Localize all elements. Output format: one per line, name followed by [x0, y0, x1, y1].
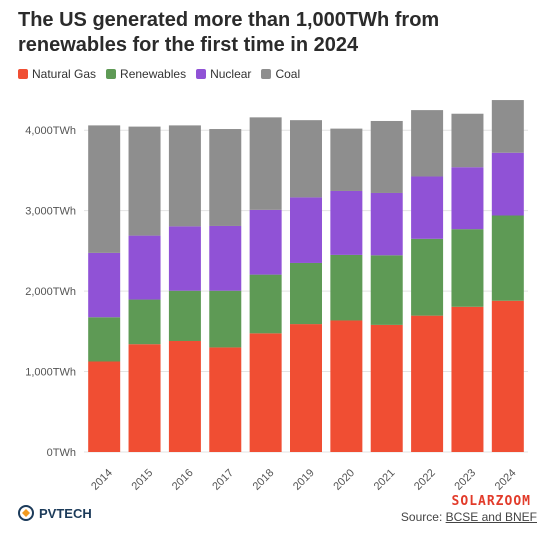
bar-segment-coal: [209, 129, 242, 226]
legend-label: Renewables: [120, 67, 187, 81]
x-tick-label: 2017: [210, 467, 236, 493]
y-tick-label: 0TWh: [47, 447, 76, 459]
watermark: SOLARZOOM: [451, 494, 531, 509]
source-link[interactable]: BCSE and BNEF: [445, 510, 537, 524]
bar-segment-nuclear: [128, 235, 161, 300]
bar-segment-nuclear: [168, 226, 201, 291]
x-tick-label: 2022: [412, 467, 438, 493]
bar-segment-natural-gas: [290, 324, 322, 452]
logo-text: PVTECH: [39, 505, 92, 521]
legend-item-coal: Coal: [261, 67, 300, 81]
bar-segment-natural-gas: [411, 315, 444, 452]
bar-segment-natural-gas: [88, 361, 121, 452]
legend-swatch: [106, 69, 117, 79]
pvtech-logo-icon: [18, 505, 34, 521]
bar-segment-nuclear: [209, 225, 242, 291]
legend-label: Nuclear: [210, 67, 252, 81]
y-tick-label: 3,000TWh: [25, 206, 76, 218]
bar-segment-renewables: [249, 274, 282, 334]
legend-swatch: [18, 69, 28, 79]
bar-segment-renewables: [451, 229, 484, 307]
bar-segment-natural-gas: [168, 340, 201, 452]
bar-segment-coal: [451, 113, 484, 168]
bar-segment-natural-gas: [330, 320, 363, 452]
legend-item-renewables: Renewables: [106, 67, 186, 81]
source-prefix: Source:: [400, 510, 446, 524]
bar-segment-nuclear: [491, 152, 524, 216]
bar-segment-renewables: [491, 215, 524, 301]
legend: Natural Gas Renewables Nuclear Coal: [18, 67, 300, 81]
bar-segment-coal: [88, 125, 121, 253]
bar-segment-coal: [290, 120, 322, 198]
bar-segment-coal: [491, 100, 524, 153]
bar-segment-nuclear: [411, 176, 444, 239]
legend-label: Natural Gas: [32, 67, 97, 81]
bar-segment-renewables: [88, 317, 121, 362]
bar-segment-coal: [370, 120, 403, 193]
bar-segment-natural-gas: [491, 300, 524, 452]
x-tick-label: 2019: [291, 467, 317, 493]
bar-segment-renewables: [168, 290, 201, 341]
bar-segment-renewables: [290, 262, 322, 325]
source-note: Source: BCSE and BNEF: [401, 510, 537, 524]
x-tick-label: 2024: [493, 467, 519, 493]
x-tick-label: 2016: [170, 467, 196, 493]
bar-segment-natural-gas: [209, 347, 242, 452]
bar-segment-natural-gas: [249, 333, 282, 452]
bar-segment-nuclear: [249, 209, 282, 275]
bar-segment-coal: [330, 128, 363, 191]
bar-segment-renewables: [370, 255, 403, 325]
legend-item-nuclear: Nuclear: [196, 67, 251, 81]
legend-swatch: [261, 69, 272, 79]
x-tick-label: 2023: [452, 467, 478, 493]
x-tick-label: 2018: [251, 467, 277, 493]
bar-segment-renewables: [411, 238, 444, 316]
chart-title: The US generated more than 1,000TWh from…: [18, 9, 440, 56]
bar-segment-coal: [249, 117, 282, 210]
bar-segment-natural-gas: [451, 306, 484, 452]
y-tick-label: 1,000TWh: [25, 367, 76, 379]
x-tick-label: 2015: [130, 467, 156, 493]
bar-segment-nuclear: [290, 197, 322, 263]
bar-segment-renewables: [128, 299, 161, 345]
bar-segment-nuclear: [370, 192, 403, 256]
legend-swatch: [196, 69, 207, 79]
bar-segment-coal: [168, 125, 201, 227]
x-tick-label: 2021: [372, 467, 398, 493]
bar-segment-coal: [411, 110, 444, 177]
bar-segment-nuclear: [451, 167, 484, 230]
y-tick-label: 2,000TWh: [25, 286, 76, 298]
bar-segment-coal: [128, 126, 161, 236]
bar-segment-natural-gas: [370, 324, 403, 452]
x-tick-label: 2020: [331, 467, 357, 493]
bar-segment-natural-gas: [128, 344, 161, 452]
bar-segment-nuclear: [88, 252, 121, 318]
bar-segment-renewables: [209, 290, 242, 348]
legend-item-natural-gas: Natural Gas: [18, 67, 96, 81]
x-tick-label: 2014: [89, 467, 115, 493]
bar-segment-nuclear: [330, 190, 363, 255]
y-tick-label: 4,000TWh: [25, 125, 76, 137]
pvtech-logo: PVTECH: [18, 505, 92, 521]
bar-segment-renewables: [330, 254, 363, 321]
legend-label: Coal: [275, 67, 301, 81]
